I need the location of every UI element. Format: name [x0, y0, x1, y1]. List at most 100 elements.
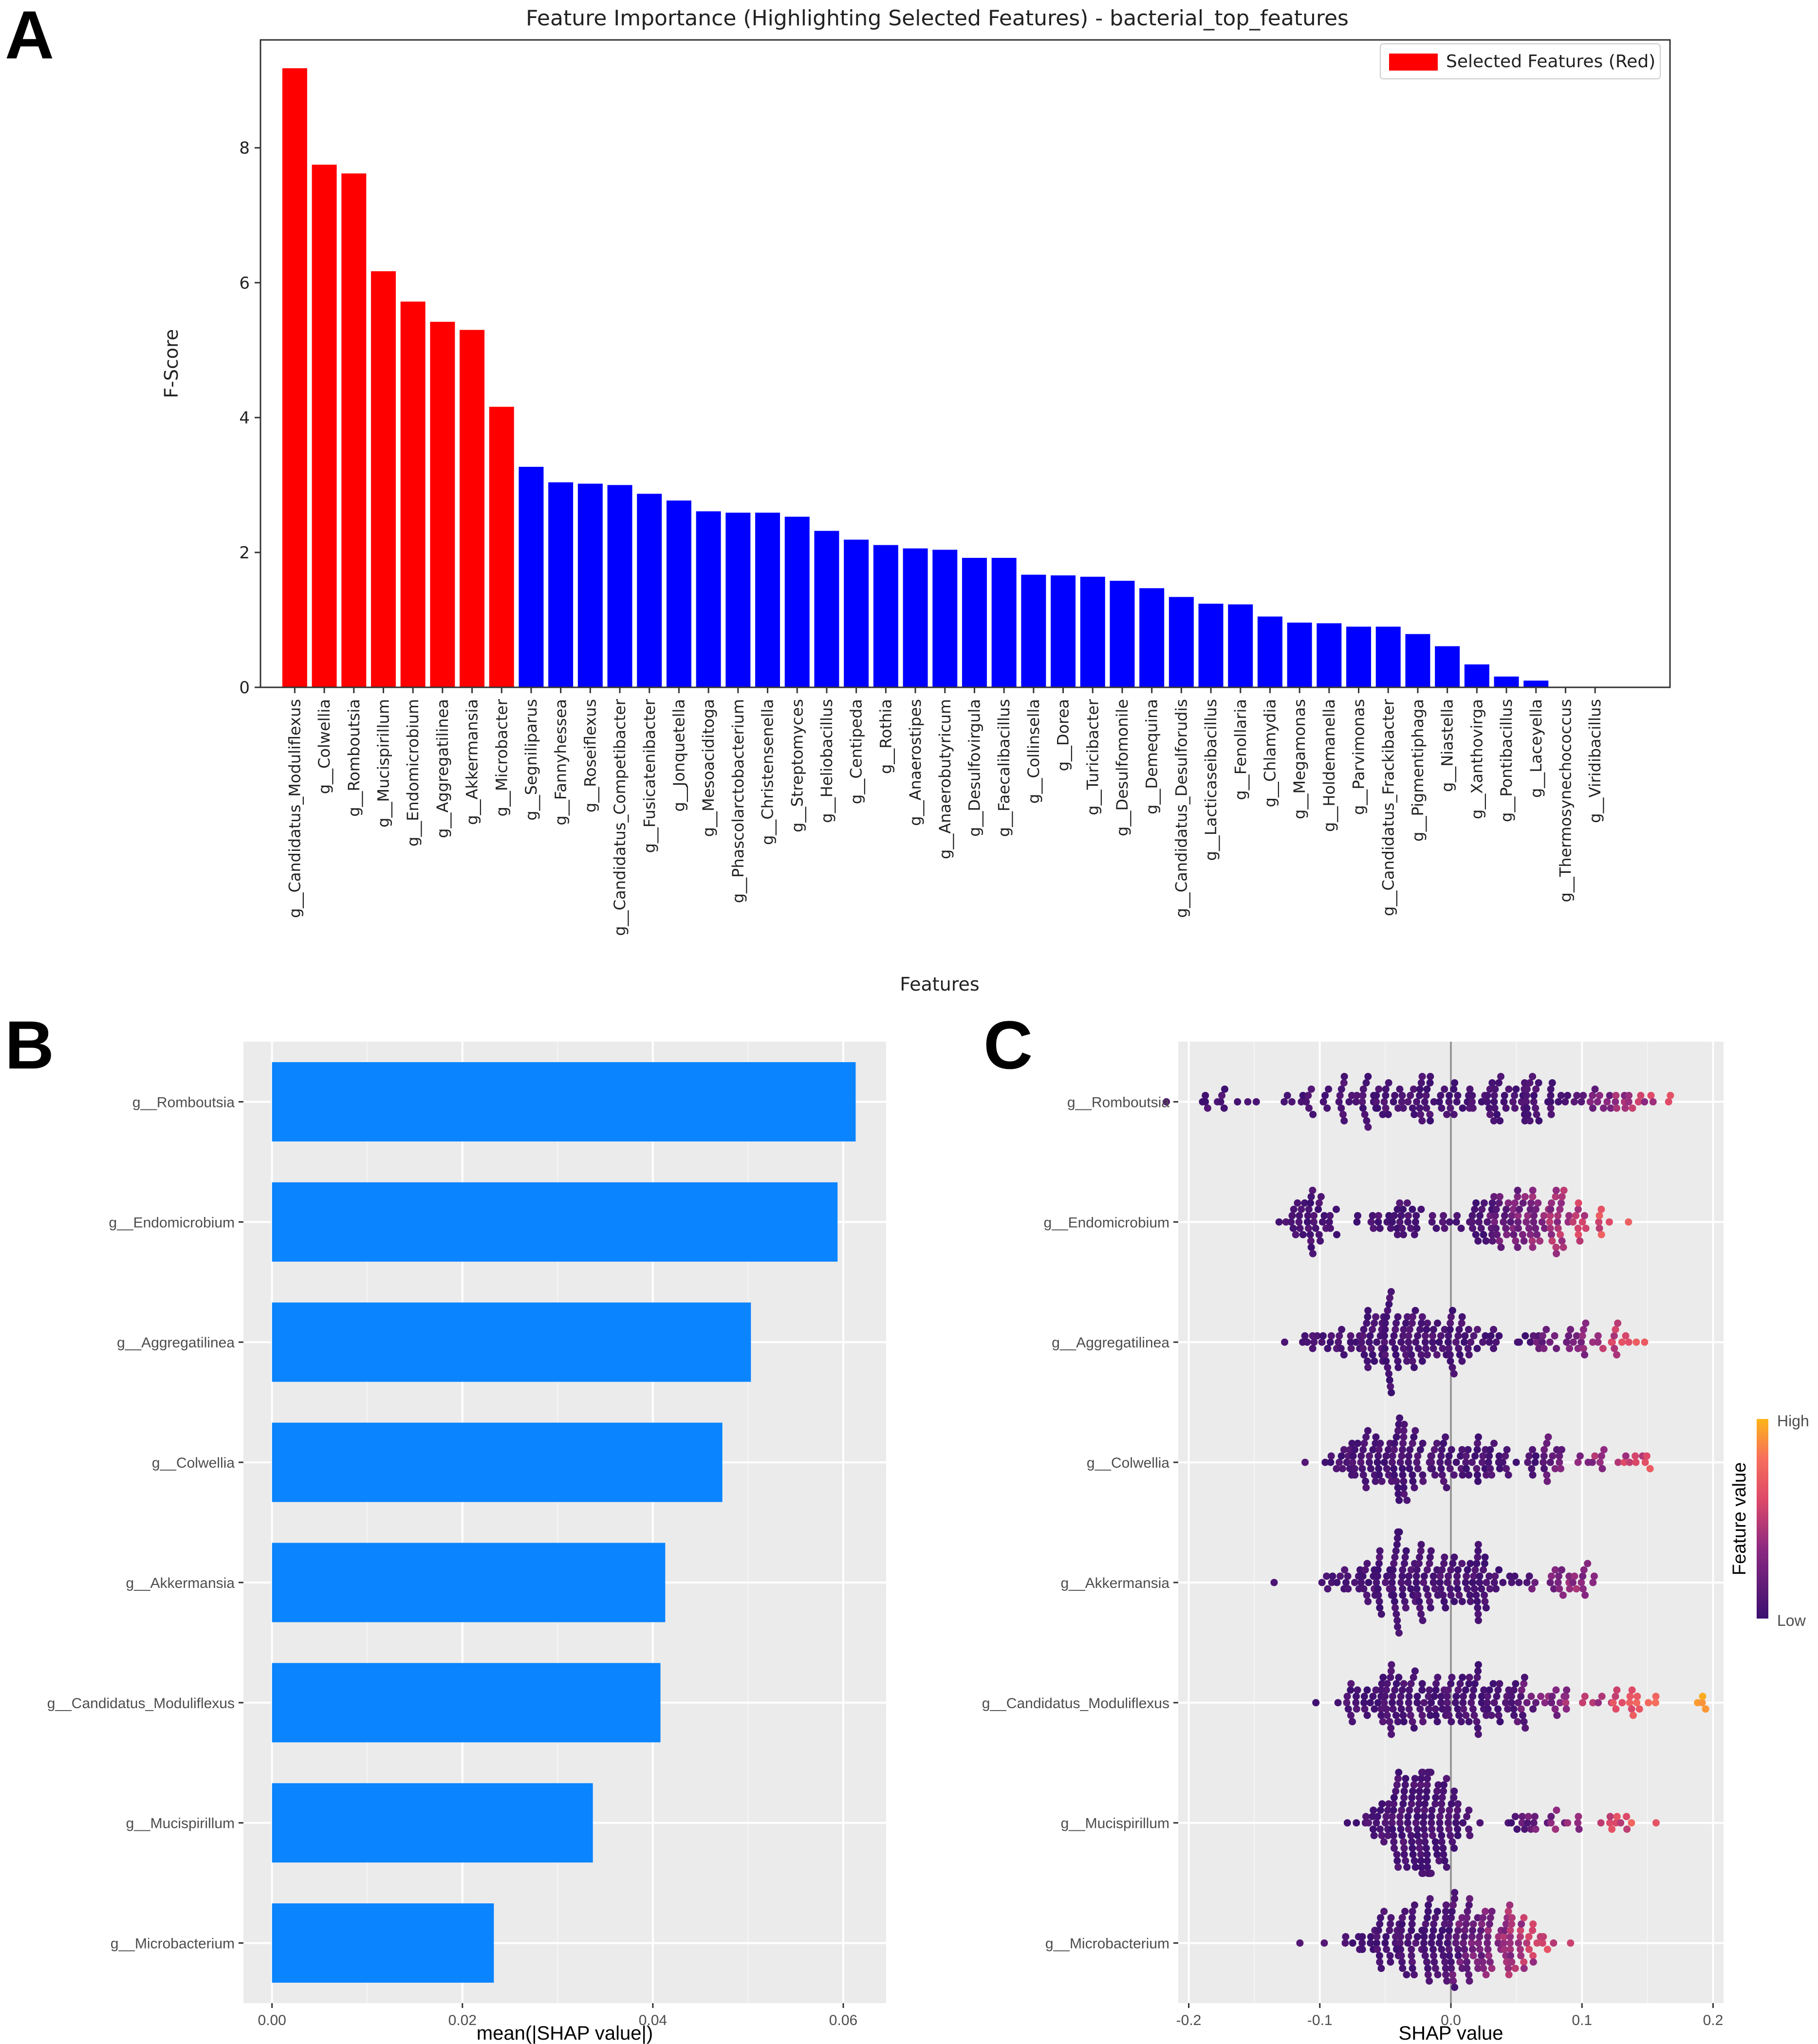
shap-point [1455, 1712, 1463, 1719]
shap-point [1397, 1705, 1405, 1713]
shap-point [1458, 1446, 1466, 1454]
shap-point [1381, 1693, 1389, 1700]
shap-point [1404, 1819, 1411, 1827]
shap-point [1391, 1604, 1399, 1612]
shap-point [1528, 1465, 1536, 1473]
shap-point [1397, 1212, 1405, 1219]
shap-point [1402, 1604, 1410, 1612]
shap-point [1419, 1439, 1427, 1447]
shap-point [1512, 1237, 1520, 1245]
shap-point [1486, 1585, 1494, 1593]
shap-point [1506, 1927, 1514, 1934]
shap-point [1400, 1326, 1408, 1333]
shap-point [1457, 1718, 1465, 1726]
shap-point [1473, 1471, 1481, 1479]
shap-point [1365, 1819, 1373, 1827]
shap-point [1370, 1224, 1377, 1232]
shap-point [1435, 1857, 1443, 1865]
shap-point [1512, 1680, 1520, 1688]
shap-point [1360, 1585, 1368, 1593]
shap-point [1547, 1572, 1555, 1580]
shap-point [1550, 1585, 1558, 1593]
shap-point [1396, 1939, 1404, 1947]
shap-point [1399, 1965, 1407, 1972]
shap-point [1440, 1598, 1448, 1605]
shap-point [1382, 1104, 1390, 1112]
shap-point [1446, 1091, 1453, 1099]
shap-point [1380, 1098, 1388, 1105]
shap-point [1358, 1946, 1366, 1953]
shap-point [1413, 1566, 1421, 1574]
shap-point [1467, 1699, 1475, 1707]
shap-point [1412, 1579, 1420, 1586]
shap-point [1395, 1629, 1403, 1637]
shap-point [1529, 1920, 1537, 1928]
shap-point [1485, 1104, 1493, 1112]
shap-point [1392, 1610, 1400, 1618]
shap-point [1547, 1085, 1555, 1093]
shap-point [1381, 1939, 1389, 1947]
shap-point [1595, 1218, 1603, 1226]
bar-g__Heliobacillus [814, 531, 839, 687]
shap-point [1453, 1572, 1461, 1580]
shap-point [1343, 1699, 1351, 1707]
shap-point [1404, 1098, 1412, 1105]
shap-point [1589, 1579, 1597, 1586]
shap-point [1404, 1813, 1412, 1821]
shap-point [1412, 1338, 1420, 1346]
shap-point [1406, 1465, 1413, 1473]
shap-point [1491, 1085, 1499, 1093]
shap-point [1353, 1218, 1361, 1226]
shap-point [1421, 1927, 1428, 1934]
shap-point [1473, 1718, 1481, 1726]
shap-point [1389, 1699, 1396, 1707]
shap-point [1494, 1939, 1502, 1947]
bar-g__Candidatus_Desulforudis [1169, 597, 1194, 687]
shap-point [1517, 1952, 1525, 1960]
x-tick-label: 0.0 [1441, 2012, 1461, 2028]
shap-point [1458, 1313, 1466, 1321]
shap-point [1529, 1193, 1537, 1200]
shap-point [1351, 1465, 1358, 1473]
shap-point [1532, 1104, 1540, 1112]
shap-point [1318, 1218, 1326, 1226]
shap-point [1522, 1098, 1530, 1105]
shap-point [1553, 1344, 1560, 1352]
shap-point [1375, 1465, 1383, 1473]
shap-point [1574, 1344, 1582, 1352]
y-tick-label: g__Endomicrobium [109, 1215, 235, 1231]
shap-point [1466, 1591, 1474, 1599]
shap-point [1510, 1686, 1518, 1694]
shap-point [1584, 1560, 1592, 1567]
shap-point [1464, 1344, 1472, 1352]
chart-b-xlabel: mean(|SHAP value|) [477, 2023, 653, 2044]
shap-point [1407, 1091, 1414, 1099]
shap-point [1409, 1965, 1416, 1972]
shap-point [1413, 1825, 1421, 1833]
y-tick-label: 4 [239, 408, 250, 428]
shap-point [1392, 1712, 1400, 1719]
shap-point [1306, 1231, 1314, 1238]
shap-point [1500, 1939, 1507, 1947]
shap-point [1416, 1604, 1424, 1612]
shap-point [1398, 1091, 1406, 1099]
shap-point [1500, 1933, 1508, 1941]
shap-point [1451, 1895, 1459, 1903]
shap-point [1393, 1534, 1401, 1542]
shap-point [1408, 1794, 1416, 1802]
shap-point [1309, 1344, 1317, 1352]
shap-point [1393, 1231, 1401, 1238]
x-tick-label: g__Rothia [876, 699, 895, 774]
shap-point [1540, 1212, 1548, 1219]
shap-point [1575, 1199, 1582, 1207]
shap-point [1435, 1338, 1443, 1346]
shap-point [1340, 1117, 1348, 1124]
shap-point [1546, 1579, 1554, 1586]
shap-point [1599, 1344, 1607, 1352]
shap-point [1539, 1332, 1546, 1340]
shap-point [1495, 1712, 1503, 1719]
shap-point [1594, 1098, 1601, 1105]
shap-point [1474, 1965, 1482, 1972]
shap-point [1483, 1579, 1490, 1586]
shap-point [1204, 1104, 1211, 1112]
